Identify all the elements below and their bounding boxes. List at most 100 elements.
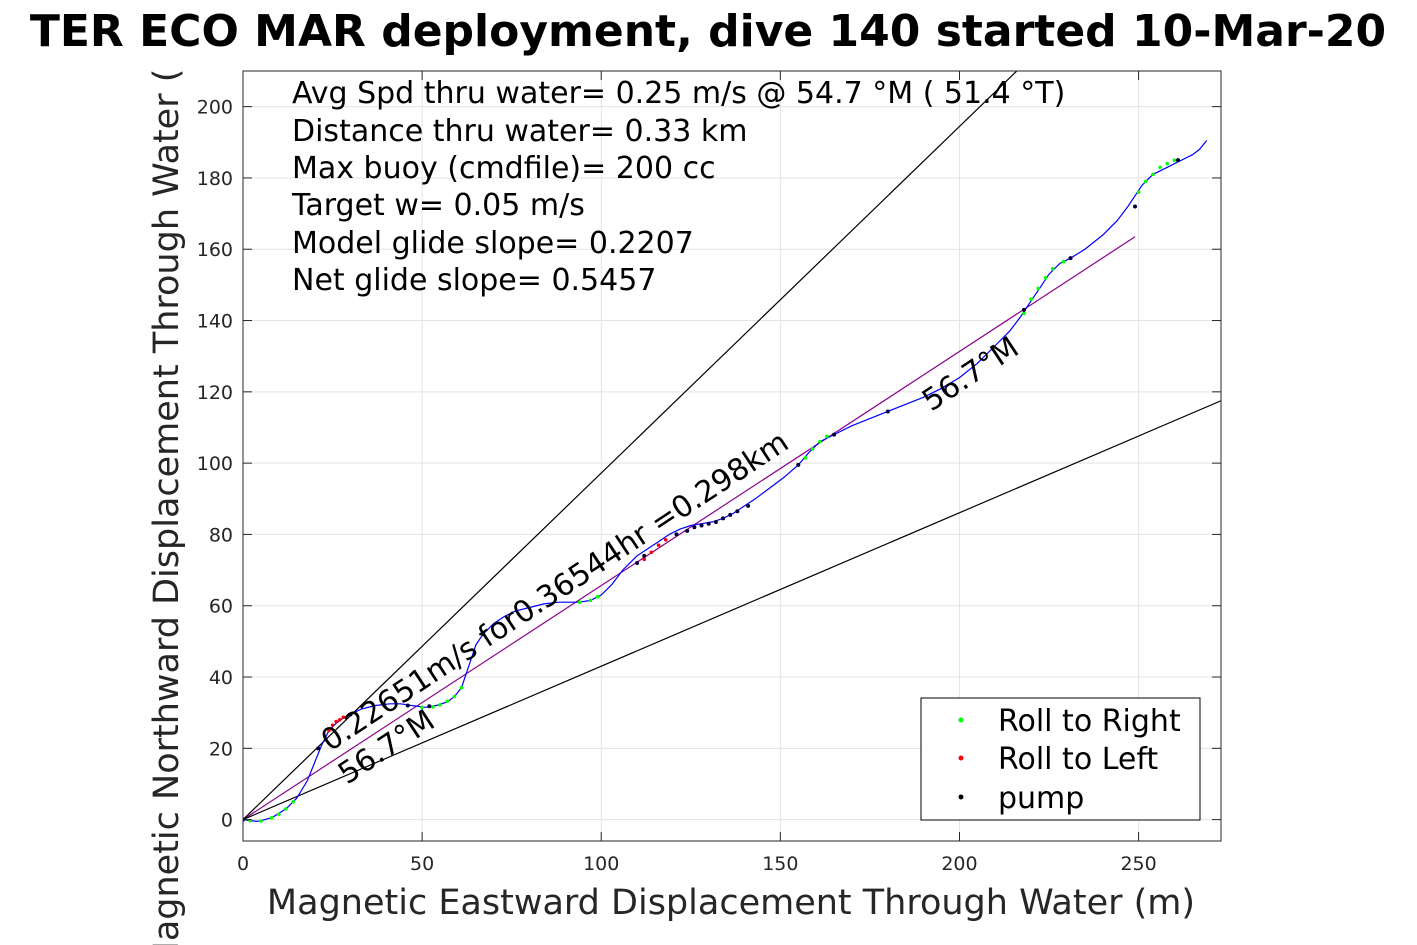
info-block: Avg Spd thru water= 0.25 m/s @ 54.7 °M (… <box>291 76 1065 298</box>
legend-marker-pump <box>958 794 964 800</box>
legend-entry-pump: pump <box>958 781 1084 816</box>
x-tick-label: 200 <box>941 853 977 875</box>
pump-point <box>427 704 432 709</box>
x-tick-label: 50 <box>410 853 434 875</box>
roll-right-point <box>431 705 435 709</box>
roll-left-point <box>327 728 331 733</box>
x-axis-label: Magnetic Eastward Displacement Through W… <box>267 883 1195 923</box>
plot-frame <box>242 70 1222 842</box>
y-tick-label: 160 <box>197 239 233 261</box>
legend-box <box>920 697 1201 821</box>
pump-point <box>885 409 890 414</box>
roll-right-point <box>817 439 822 444</box>
roll-right-point <box>291 799 295 804</box>
roll-right-point <box>1136 190 1141 195</box>
info-line-distance: Distance thru water= 0.33 km <box>292 114 747 149</box>
roll-right-point <box>1043 275 1048 280</box>
y-axis-label: Magnetic Northward Displacement Through … <box>147 69 187 945</box>
legend-marker-roll-left <box>958 755 964 761</box>
y-tick-label: 0 <box>221 810 233 832</box>
roll-left-point <box>649 550 654 555</box>
roll-right-point <box>445 699 449 704</box>
model-glide-line <box>243 236 1136 821</box>
roll-right-point <box>1158 165 1162 170</box>
legend: Roll to Right Roll to Left pump <box>920 697 1201 821</box>
pump-point <box>405 703 410 708</box>
pump-point <box>348 712 353 717</box>
roll-left-point <box>656 543 661 547</box>
pump-point <box>728 512 733 517</box>
x-tick-label: 0 <box>237 853 249 875</box>
pump-point <box>642 553 647 558</box>
y-tick-label: 120 <box>197 382 233 404</box>
pump-point <box>832 432 837 437</box>
y-tick-label: 180 <box>197 168 233 190</box>
series-layer <box>243 71 1221 823</box>
roll-right-point <box>259 819 263 823</box>
pump-point <box>706 521 711 526</box>
roll-right-point <box>1029 297 1033 301</box>
roll-right-point <box>459 685 464 690</box>
y-tick-label: 60 <box>209 596 233 618</box>
roll-right-point <box>277 812 281 817</box>
reference-line-upper <box>243 71 1018 821</box>
grid-lines <box>242 71 1221 841</box>
chart-title: TER ECO MAR deployment, dive 140 started… <box>30 6 1386 57</box>
pump-point <box>796 462 801 467</box>
y-tick-label: 40 <box>209 667 233 689</box>
roll-left-point <box>341 715 346 720</box>
info-line-model-glide: Model glide slope= 0.2207 <box>292 226 694 261</box>
y-tick-label: 140 <box>197 311 233 333</box>
roll-left-point <box>663 537 668 542</box>
legend-entry-roll-left: Roll to Left <box>958 742 1158 777</box>
legend-label-roll-left: Roll to Left <box>998 742 1158 777</box>
info-line-max-buoy: Max buoy (cmdfile)= 200 cc <box>292 151 716 186</box>
y-tick-label: 80 <box>209 524 233 546</box>
pump-point <box>1133 204 1138 209</box>
pump-point <box>316 746 321 751</box>
y-tick-label: 200 <box>197 97 233 119</box>
roll-right-point <box>1061 259 1066 264</box>
pump-point <box>1176 158 1181 163</box>
x-tick-label: 100 <box>583 853 619 875</box>
y-tick-label: 20 <box>209 738 233 760</box>
roll-right-point <box>825 434 829 439</box>
x-tick-label: 250 <box>1120 853 1156 875</box>
pump-point <box>746 503 751 508</box>
pump-point <box>685 528 690 533</box>
roll-right-point <box>1165 161 1170 166</box>
axis-ticks: 0 50 100 150 200 250 0 20 40 60 80 100 120 140 160 180 2… <box>197 71 1221 875</box>
roll-right-point <box>1036 286 1041 291</box>
roll-right-point <box>452 694 457 699</box>
roll-right-point <box>577 600 582 604</box>
roll-right-point <box>284 807 288 811</box>
legend-label-roll-right: Roll to Right <box>998 704 1181 739</box>
roll-right-point <box>1151 172 1155 177</box>
legend-entry-roll-right: Roll to Right <box>958 704 1181 739</box>
reference-line-lower <box>243 400 1221 821</box>
roll-left-point <box>330 723 335 727</box>
roll-left-point <box>642 557 647 562</box>
pump-point <box>481 632 486 637</box>
pump-point <box>699 523 704 528</box>
pump-point <box>674 532 679 537</box>
roll-right-point <box>1022 311 1026 316</box>
x-tick-label: 150 <box>762 853 798 875</box>
roll-right-point <box>595 595 600 599</box>
pump-point <box>635 560 640 565</box>
roll-left-point <box>334 719 338 724</box>
roll-right-point <box>438 703 442 707</box>
roll-left-point <box>337 717 342 722</box>
roll-right-point <box>810 447 815 451</box>
pump-point <box>1021 307 1026 312</box>
roll-right-point <box>269 816 274 820</box>
pump-point <box>692 525 697 530</box>
roll-right-point <box>803 455 808 460</box>
pump-point <box>735 509 740 514</box>
pump-point <box>721 516 726 521</box>
roll-right-point <box>1143 179 1148 184</box>
roll-right-point <box>1050 267 1055 271</box>
pump-point <box>1068 256 1073 261</box>
legend-label-pump: pump <box>998 781 1084 816</box>
